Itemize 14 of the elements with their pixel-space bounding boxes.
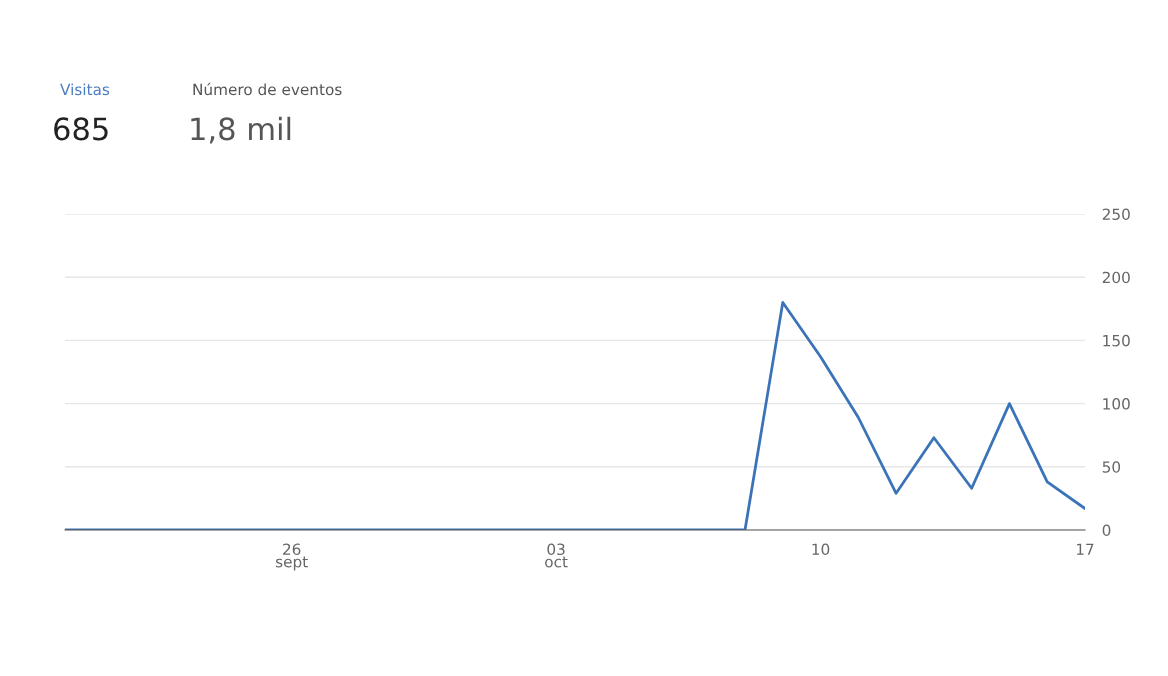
x-tick-label: 17: [1076, 543, 1094, 555]
text: 685: [54, 117, 108, 141]
text: Número de eventos: [193, 82, 342, 96]
y-tick-label: 0: [1102, 524, 1111, 537]
y-tick-label: 200: [1102, 271, 1130, 284]
y-tick-label: 250: [1102, 208, 1130, 221]
x-tick-label: 10: [812, 543, 830, 556]
y-tick-label: 100: [1103, 398, 1130, 410]
y-tick-label: 150: [1103, 334, 1130, 347]
text: 1,8 mil: [191, 116, 291, 144]
x-tick-label: 26 sept: [275, 543, 308, 571]
x-tick-label: 03 oct: [545, 543, 568, 568]
y-tick-label: 50: [1102, 461, 1121, 473]
text: Visitas: [60, 83, 110, 96]
